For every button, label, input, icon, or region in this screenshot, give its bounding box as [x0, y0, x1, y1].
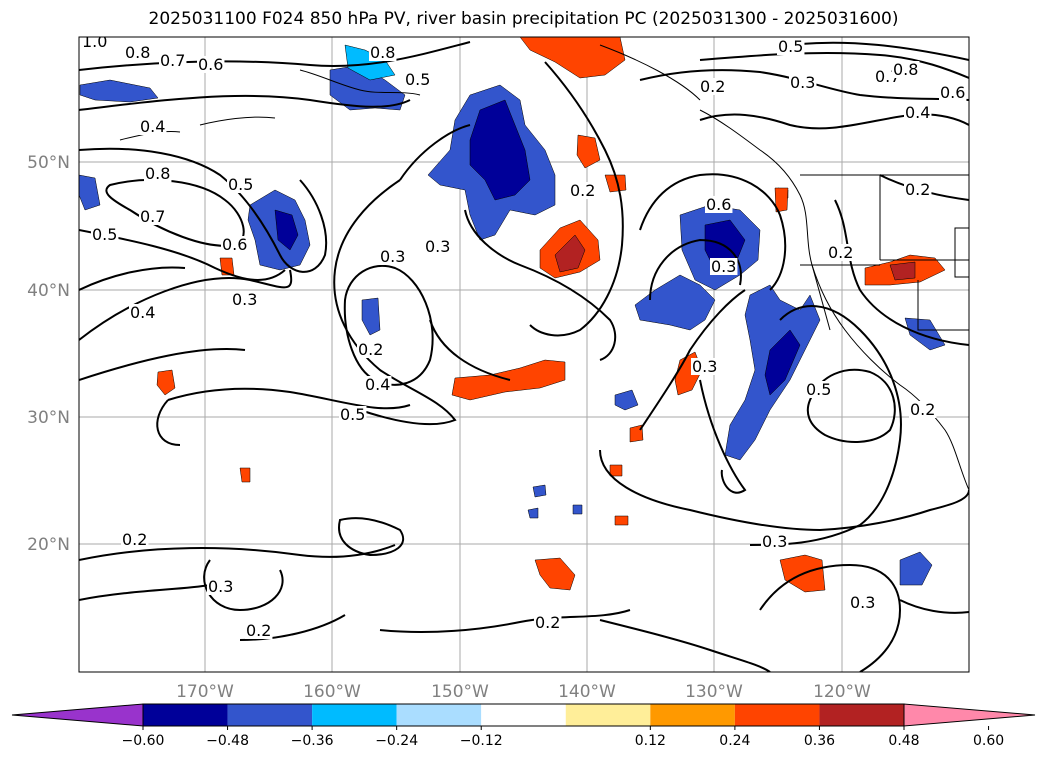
colorbar-segment	[650, 704, 735, 726]
lat-label: 50°N	[27, 153, 70, 173]
contour-label: 0.7	[160, 51, 185, 70]
contour-label: 0.2	[910, 400, 935, 419]
lat-label: 30°N	[27, 408, 70, 428]
contour-label: 0.8	[893, 60, 918, 79]
contour-label: 0.8	[370, 43, 395, 62]
contour-label: 0.2	[535, 613, 560, 632]
colorbar-segment	[312, 704, 397, 726]
lat-label: 20°N	[27, 535, 70, 555]
colorbar-tick-label: 0.48	[888, 733, 919, 749]
map-content: 1.0 0.8 0.7 0.6 0.5 0.8 0.5 0.2 0.3 0.7 …	[79, 32, 969, 672]
contour-label: 0.2	[570, 181, 595, 200]
lon-label: 130°W	[685, 682, 743, 702]
colorbar-segment	[143, 704, 228, 726]
map-title: 2025031100 F024 850 hPa PV, river basin …	[148, 9, 899, 29]
map-frame	[78, 36, 970, 673]
colorbar-tick-label: 0.36	[804, 733, 835, 749]
contour-label: 0.3	[208, 577, 233, 596]
contour-label: 0.3	[762, 532, 787, 551]
contour-label: 0.5	[806, 380, 831, 399]
contour-label: 0.4	[905, 103, 930, 122]
contour-label: 0.2	[358, 340, 383, 359]
contour-label: 1.0	[82, 32, 107, 51]
contour-label: 0.2	[905, 180, 930, 199]
colorbar-segment	[481, 704, 566, 726]
contour-label: 0.3	[850, 593, 875, 612]
colorbar: −0.60 −0.48 −0.36 −0.24 −0.12 0.12 0.24 0.36 0.4…	[11, 703, 1036, 749]
contour-label: 0.3	[790, 73, 815, 92]
colorbar-extend-max	[903, 703, 1036, 727]
colorbar-frame	[142, 703, 905, 727]
contour-label: 0.6	[706, 195, 731, 214]
lon-label: 120°W	[813, 682, 871, 702]
positive-precip-areas	[156, 37, 946, 593]
contour-label: 0.3	[380, 247, 405, 266]
latitude-labels: 50°N 40°N 30°N 20°N	[27, 153, 70, 555]
colorbar-segment	[734, 704, 820, 726]
contour-label: 0.5	[340, 405, 365, 424]
lon-label: 140°W	[558, 682, 616, 702]
colorbar-segment	[227, 704, 313, 726]
lat-label: 40°N	[27, 281, 70, 301]
contour-label: 0.4	[365, 375, 390, 394]
colorbar-segment	[565, 704, 651, 726]
colorbar-tick-label: 0.24	[719, 733, 750, 749]
contour-label: 0.6	[198, 55, 223, 74]
longitude-labels: 170°W 160°W 150°W 140°W 130°W 120°W	[176, 682, 871, 702]
contour-label: 0.3	[425, 237, 450, 256]
coastlines	[119, 44, 969, 491]
colorbar-segment	[396, 704, 482, 726]
colorbar-extend-min	[11, 703, 144, 727]
contour-label: 0.3	[692, 357, 717, 376]
colorbar-tick-label: −0.48	[206, 733, 249, 749]
contour-label: 0.5	[228, 175, 253, 194]
contour-label: 0.7	[140, 207, 165, 226]
contour-label: 0.2	[122, 530, 147, 549]
contour-label: 0.8	[125, 43, 150, 62]
contour-label: 0.4	[130, 303, 155, 322]
contour-label: 0.6	[940, 83, 965, 102]
colorbar-segment	[819, 704, 904, 726]
colorbar-tick-label: −0.60	[122, 733, 165, 749]
negative-precip-areas	[79, 44, 946, 586]
contour-label: 0.5	[405, 70, 430, 89]
contour-labels: 1.0 0.8 0.7 0.6 0.5 0.8 0.5 0.2 0.3 0.7 …	[81, 32, 967, 640]
contour-label: 0.3	[711, 257, 736, 276]
colorbar-tick-label: −0.24	[375, 733, 418, 749]
contour-label: 0.8	[145, 164, 170, 183]
contour-label: 0.2	[700, 77, 725, 96]
lon-label: 170°W	[176, 682, 234, 702]
contour-label: 0.5	[778, 37, 803, 56]
contour-label: 0.2	[246, 621, 271, 640]
contour-label: 0.2	[828, 243, 853, 262]
colorbar-tick-label: −0.36	[291, 733, 334, 749]
colorbar-tick-label: −0.12	[460, 733, 503, 749]
colorbar-tick-label: 0.12	[635, 733, 666, 749]
contour-label: 0.3	[232, 290, 257, 309]
contour-label: 0.4	[140, 117, 165, 136]
lon-label: 160°W	[303, 682, 361, 702]
lon-label: 150°W	[431, 682, 489, 702]
colorbar-tick-label: 0.60	[973, 733, 1004, 749]
contour-label: 0.5	[92, 225, 117, 244]
contour-label: 0.6	[222, 235, 247, 254]
